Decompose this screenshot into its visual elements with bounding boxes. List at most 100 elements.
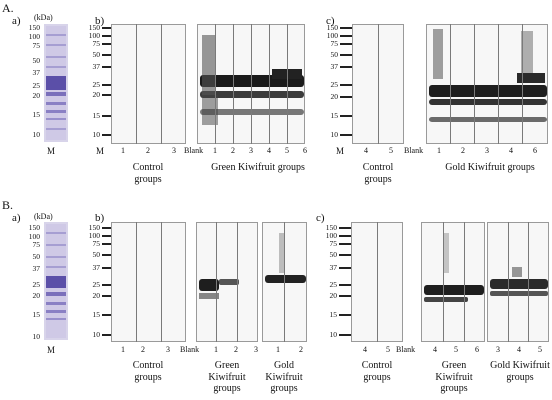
mw-label: 150 bbox=[325, 223, 337, 232]
lane-label: 6 bbox=[475, 345, 479, 354]
panel-a-b-green-groups: Green Kiwifruit groups bbox=[211, 162, 305, 173]
lane-label: 4 bbox=[517, 345, 521, 354]
lane-label: 4 bbox=[363, 345, 367, 354]
mw-label: 50 bbox=[92, 250, 101, 259]
lane-label: 4 bbox=[509, 146, 513, 155]
mw-label: 20 bbox=[329, 291, 338, 300]
mw-label: 10 bbox=[92, 130, 101, 139]
panel-b-b-gold-groups: Gold Kiwifruit groups bbox=[265, 360, 303, 394]
panel-a-a-m-label: M bbox=[47, 146, 56, 156]
mw-label: 100 bbox=[325, 231, 337, 240]
lane-label: 1 bbox=[437, 146, 441, 155]
panel-b-a-m-label: M bbox=[47, 345, 56, 355]
panel-a-sub-c: c) bbox=[326, 15, 335, 27]
lane-label: 2 bbox=[231, 146, 235, 155]
mw-label: 150 bbox=[88, 23, 100, 32]
panel-b-b-blank-label: Blank bbox=[180, 345, 200, 354]
panel-b-sub-c: c) bbox=[316, 212, 325, 224]
mw-label: 15 bbox=[330, 111, 339, 120]
mw-label: 100 bbox=[88, 31, 100, 40]
lane-label: 4 bbox=[433, 345, 437, 354]
mw-label: 20 bbox=[92, 90, 101, 99]
panel-a-c-control-groups: Control groups bbox=[362, 162, 394, 185]
lane-label: 3 bbox=[172, 146, 176, 155]
panel-b-sub-b: b) bbox=[95, 212, 105, 224]
mw-label: 37 bbox=[32, 264, 41, 273]
panel-b-b-green-bands bbox=[199, 279, 239, 299]
mw-label: 37 bbox=[330, 62, 339, 71]
mw-label: 20 bbox=[330, 92, 339, 101]
lane-label: 6 bbox=[303, 146, 307, 155]
mw-label: 25 bbox=[329, 280, 338, 289]
panel-b-c-green-bands bbox=[424, 233, 484, 302]
panel-a-label: A. bbox=[2, 1, 14, 15]
mw-label: 150 bbox=[326, 23, 338, 32]
panel-b-b-green-blot bbox=[196, 222, 258, 342]
panel-b-gel-sds-page bbox=[44, 222, 68, 340]
lane-label: 3 bbox=[249, 146, 253, 155]
panel-a-c-m-label: M bbox=[336, 146, 345, 156]
mw-label: 15 bbox=[32, 110, 41, 119]
mw-label: 10 bbox=[32, 130, 41, 139]
mw-label: 75 bbox=[32, 240, 41, 249]
panel-a-gel-bands bbox=[46, 26, 66, 140]
mw-label: 25 bbox=[92, 280, 101, 289]
panel-a-kda: (kDa) bbox=[34, 13, 53, 22]
mw-label: 15 bbox=[92, 111, 101, 120]
mw-label: 15 bbox=[32, 310, 41, 319]
mw-label: 10 bbox=[32, 332, 41, 341]
mw-label: 50 bbox=[32, 252, 41, 261]
panel-b-b-green-groups: Green Kiwifruit groups bbox=[208, 360, 246, 394]
lane-label: 5 bbox=[285, 146, 289, 155]
mw-label: 100 bbox=[28, 32, 40, 41]
lane-label: 3 bbox=[496, 345, 500, 354]
lane-label: 3 bbox=[166, 345, 170, 354]
mw-label: 150 bbox=[88, 223, 100, 232]
panel-a-c-gold-blot bbox=[426, 24, 548, 144]
panel-a-b-control-groups: Control groups bbox=[132, 162, 164, 185]
mw-label: 50 bbox=[329, 250, 338, 259]
mw-label: 25 bbox=[330, 80, 339, 89]
lane-label: 1 bbox=[214, 345, 218, 354]
mw-label: 75 bbox=[32, 41, 41, 50]
mw-label: 100 bbox=[28, 232, 40, 241]
mw-label: 100 bbox=[88, 231, 100, 240]
panel-a-b-m-label: M bbox=[96, 146, 105, 156]
mw-label: 75 bbox=[92, 239, 101, 248]
lane-label: 1 bbox=[121, 345, 125, 354]
panel-a-c-gold-groups: Gold Kiwifruit groups bbox=[445, 162, 535, 173]
panel-b-label: B. bbox=[2, 198, 14, 212]
mw-label: 10 bbox=[330, 130, 339, 139]
panel-b-c-gold-bands bbox=[490, 267, 548, 296]
panel-b-c-gold-blot bbox=[487, 222, 549, 342]
panel-b-c-blank-label: Blank bbox=[396, 345, 416, 354]
lane-label: 2 bbox=[461, 146, 465, 155]
lane-label: 3 bbox=[254, 345, 258, 354]
mw-label: 10 bbox=[329, 330, 338, 339]
mw-label: 75 bbox=[330, 39, 339, 48]
mw-label: 37 bbox=[329, 263, 338, 272]
lane-label: 5 bbox=[454, 345, 458, 354]
panel-b-sub-a: a) bbox=[12, 212, 21, 224]
lane-label: 1 bbox=[276, 345, 280, 354]
panel-b-b-control-groups: Control groups bbox=[132, 360, 164, 383]
lane-label: 4 bbox=[364, 146, 368, 155]
panel-b-c-green-blot bbox=[421, 222, 485, 342]
mw-label: 25 bbox=[32, 81, 41, 90]
mw-label: 150 bbox=[28, 23, 40, 32]
mw-label: 50 bbox=[32, 56, 41, 65]
panel-a-gel-sds-page bbox=[44, 24, 68, 142]
lane-label: 5 bbox=[538, 345, 542, 354]
lane-label: 2 bbox=[146, 146, 150, 155]
mw-label: 50 bbox=[330, 50, 339, 59]
mw-label: 10 bbox=[92, 330, 101, 339]
mw-label: 37 bbox=[92, 62, 101, 71]
lane-label: 2 bbox=[299, 345, 303, 354]
mw-label: 150 bbox=[28, 223, 40, 232]
panel-a-sub-b: b) bbox=[95, 15, 105, 27]
mw-label: 15 bbox=[92, 310, 101, 319]
mw-label: 100 bbox=[326, 31, 338, 40]
lane-label: 2 bbox=[234, 345, 238, 354]
panel-a-c-gold-bands bbox=[429, 29, 547, 122]
panel-a-sub-a: a) bbox=[12, 15, 21, 27]
